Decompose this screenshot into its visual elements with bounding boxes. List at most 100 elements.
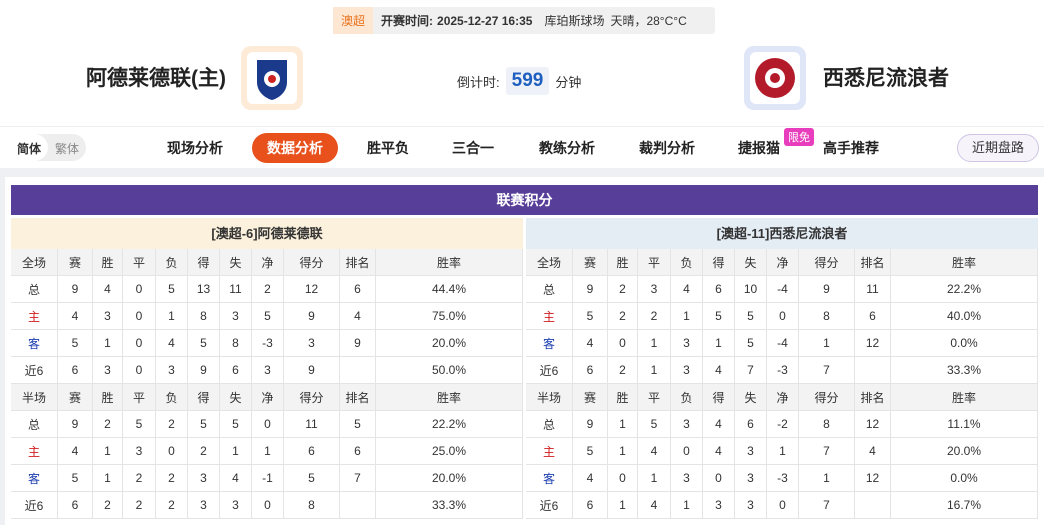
cell: 12	[855, 411, 891, 437]
cell: 25.0%	[376, 438, 523, 464]
cell: 2	[608, 357, 638, 383]
cell: 3	[123, 438, 156, 464]
cell: 1	[638, 357, 671, 383]
cell: 8	[799, 411, 855, 437]
column-header-row: 全场赛胜平负得失净得分 排名 胜率	[11, 249, 523, 276]
cell: 0	[767, 492, 799, 518]
cell: 近6	[11, 492, 58, 518]
cell: 9	[58, 276, 93, 302]
column-header: 负	[671, 249, 703, 275]
cell: 1	[156, 303, 188, 329]
cell: 16.7%	[891, 492, 1038, 518]
cell: 4	[220, 465, 252, 491]
cell: 5	[638, 411, 671, 437]
cell: -3	[252, 330, 284, 356]
cell: 近6	[526, 357, 573, 383]
nav-tab[interactable]: 高手推荐	[823, 140, 879, 156]
cell: 主	[11, 438, 58, 464]
team-header: [澳超-6]阿德莱德联	[11, 218, 523, 249]
league[interactable]: 澳超	[333, 7, 374, 34]
cell: 8	[799, 303, 855, 329]
cell: 总	[526, 276, 573, 302]
table-row: 近6 6 2 1 3 4 7 -3 7 33.3%	[526, 357, 1038, 384]
cell: 7	[799, 492, 855, 518]
recent-odds-button[interactable]: 近期盘路	[957, 134, 1040, 162]
cell: 5	[188, 330, 220, 356]
cell: 5	[58, 465, 93, 491]
cell: 9	[573, 276, 608, 302]
column-header: 得分	[284, 384, 340, 410]
column-header: 排名	[340, 249, 376, 275]
column-header: 得分	[799, 384, 855, 410]
cell: 近6	[11, 357, 58, 383]
weather: 天晴，28°C°C	[610, 14, 687, 28]
home-team: 阿德莱德联(主)	[86, 67, 226, 90]
cell: 9	[573, 411, 608, 437]
nav-tab[interactable]: 裁判分析	[639, 140, 695, 156]
cell: 6	[58, 492, 93, 518]
badge: 限免	[784, 128, 814, 146]
cell: 总	[526, 411, 573, 437]
cell: 2	[93, 492, 123, 518]
cell: 2	[123, 465, 156, 491]
lang-option[interactable]: 简体	[10, 134, 49, 161]
cell: 0	[703, 465, 735, 491]
cell: 2	[156, 411, 188, 437]
nav-tab[interactable]: 数据分析	[252, 133, 338, 163]
team-table: [澳超-6]阿德莱德联 全场赛胜平负得失净得分 排名 胜率总 9 4 0 5 13 11 2 12 6 4…	[11, 218, 523, 519]
table-row: 主 4 1 3 0 2 1 1 6 6 25.0%	[11, 438, 523, 465]
cell: 0	[123, 303, 156, 329]
cell: 13	[188, 276, 220, 302]
column-header: 失	[220, 249, 252, 275]
nav-tab[interactable]: 教练分析	[539, 140, 595, 156]
nav-tab[interactable]: 胜平负	[367, 140, 409, 156]
column-header: 负	[156, 249, 188, 275]
cell: 6	[573, 357, 608, 383]
cell: 2	[123, 492, 156, 518]
cell: 1	[93, 465, 123, 491]
cell: 2	[608, 276, 638, 302]
table-row: 总 9 4 0 5 13 11 2 12 6 44.4%	[11, 276, 523, 303]
cell: 8	[188, 303, 220, 329]
cell: 3	[638, 276, 671, 302]
cell: 0	[123, 276, 156, 302]
cell: 3	[93, 357, 123, 383]
column-header: 胜率	[891, 384, 1038, 410]
cell: 5	[123, 411, 156, 437]
cell: 3	[671, 330, 703, 356]
cell: -1	[252, 465, 284, 491]
nav-tab[interactable]: 三合一	[452, 140, 494, 156]
cell: 9	[799, 276, 855, 302]
nav-tab[interactable]: 捷报猫	[738, 140, 780, 156]
cell: 主	[11, 303, 58, 329]
column-header: 排名	[855, 384, 891, 410]
home-logo	[241, 46, 303, 110]
table-row: 近6 6 3 0 3 9 6 3 9 50.0%	[11, 357, 523, 384]
cell: 50.0%	[376, 357, 523, 383]
cell: 5	[573, 303, 608, 329]
cell: 12	[855, 330, 891, 356]
team-table: [澳超-11]西悉尼流浪者 全场赛胜平负得失净得分 排名 胜率总 9 2 3 4 6 10 -4 9 1…	[526, 218, 1038, 519]
cell: -3	[767, 357, 799, 383]
cell: 1	[608, 411, 638, 437]
cell: 1	[799, 330, 855, 356]
cell: 1	[767, 438, 799, 464]
cell: 7	[799, 357, 855, 383]
column-header: 胜	[93, 249, 123, 275]
cell: 4	[573, 465, 608, 491]
cell: 4	[703, 357, 735, 383]
away-team: 西悉尼流浪者	[823, 67, 949, 90]
cell: 9	[284, 357, 340, 383]
cell: 4	[703, 438, 735, 464]
column-header: 平	[123, 384, 156, 410]
cell: 11	[284, 411, 340, 437]
cell: 4	[671, 276, 703, 302]
nav-tab[interactable]: 现场分析	[167, 140, 223, 156]
cell: 3	[735, 492, 767, 518]
lang-option[interactable]: 繁体	[55, 142, 80, 156]
cell	[855, 492, 891, 518]
column-header: 负	[671, 384, 703, 410]
cell: 4	[58, 438, 93, 464]
cell: 0	[252, 411, 284, 437]
table-row: 总 9 1 5 3 4 6 -2 8 12 11.1%	[526, 411, 1038, 438]
